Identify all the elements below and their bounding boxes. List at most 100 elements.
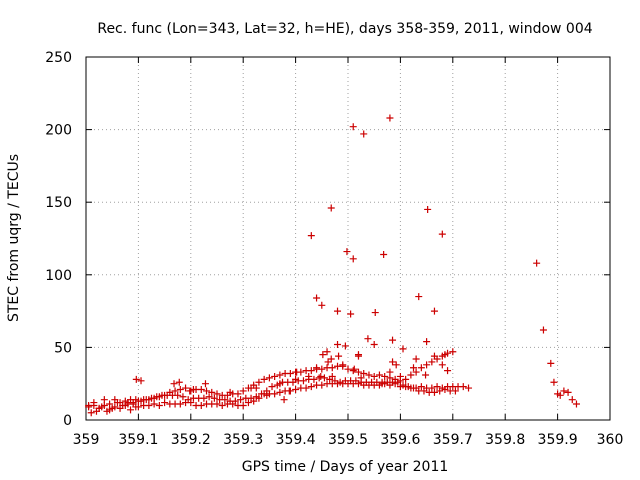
data-point bbox=[255, 378, 263, 386]
data-point bbox=[328, 364, 336, 372]
data-point bbox=[370, 340, 378, 348]
data-point bbox=[412, 368, 420, 376]
data-point bbox=[252, 384, 260, 392]
x-tick-label: 359.2 bbox=[171, 432, 211, 448]
data-point bbox=[231, 397, 239, 405]
data-point bbox=[412, 355, 420, 363]
data-point bbox=[423, 338, 431, 346]
data-point bbox=[276, 371, 284, 379]
data-point bbox=[357, 374, 365, 382]
data-point bbox=[399, 345, 407, 353]
data-point bbox=[386, 114, 394, 122]
data-point bbox=[399, 381, 407, 389]
data-point bbox=[307, 383, 315, 391]
data-point bbox=[90, 401, 98, 409]
data-point bbox=[161, 399, 169, 407]
data-point bbox=[100, 401, 108, 409]
data-point bbox=[184, 396, 192, 404]
data-point bbox=[407, 371, 415, 379]
data-point bbox=[129, 399, 137, 407]
data-point bbox=[417, 383, 425, 391]
y-axis-label: STEC from uqrg / TECUs bbox=[6, 154, 22, 322]
data-point bbox=[116, 399, 124, 407]
data-point bbox=[415, 293, 423, 301]
data-point bbox=[137, 377, 145, 385]
x-tick-label: 359.4 bbox=[276, 432, 316, 448]
data-point bbox=[410, 384, 417, 392]
data-point bbox=[438, 230, 446, 238]
y-tick-label: 0 bbox=[63, 413, 72, 429]
data-point bbox=[197, 386, 205, 394]
data-point bbox=[347, 310, 355, 318]
data-point bbox=[335, 352, 343, 360]
data-point bbox=[132, 375, 140, 383]
data-point bbox=[341, 342, 349, 350]
data-point bbox=[349, 367, 357, 375]
data-point bbox=[550, 378, 558, 386]
data-point bbox=[271, 372, 279, 380]
data-point bbox=[375, 371, 383, 379]
data-point bbox=[396, 372, 404, 380]
data-point bbox=[150, 394, 158, 402]
data-point bbox=[417, 364, 425, 372]
data-point bbox=[336, 378, 344, 386]
data-point bbox=[318, 365, 326, 373]
data-point bbox=[391, 375, 399, 383]
data-point bbox=[179, 393, 187, 401]
data-point bbox=[533, 259, 541, 267]
data-point bbox=[186, 387, 194, 395]
data-point bbox=[166, 388, 174, 396]
data-point bbox=[433, 383, 441, 391]
x-tick-label: 359.9 bbox=[538, 432, 578, 448]
data-point bbox=[293, 368, 301, 376]
data-point bbox=[310, 375, 318, 383]
data-point bbox=[85, 403, 93, 411]
data-point bbox=[197, 401, 205, 409]
data-point bbox=[313, 364, 321, 372]
data-point bbox=[285, 387, 293, 395]
data-point bbox=[465, 384, 473, 392]
data-point bbox=[428, 358, 436, 366]
data-point bbox=[381, 372, 389, 380]
data-point bbox=[299, 377, 307, 385]
data-point bbox=[360, 130, 368, 138]
data-point bbox=[155, 401, 163, 409]
data-point bbox=[268, 383, 276, 391]
data-point bbox=[349, 123, 357, 131]
data-point bbox=[213, 400, 221, 408]
data-point bbox=[317, 372, 325, 380]
data-point bbox=[430, 352, 438, 360]
data-point bbox=[354, 368, 362, 376]
data-point bbox=[360, 370, 368, 378]
data-point bbox=[302, 384, 310, 392]
data-point bbox=[564, 388, 572, 396]
data-point bbox=[258, 390, 266, 398]
data-point bbox=[182, 384, 190, 392]
data-point bbox=[313, 294, 321, 302]
data-point bbox=[226, 388, 234, 396]
data-point bbox=[371, 309, 379, 317]
data-point bbox=[438, 361, 446, 369]
data-point bbox=[210, 394, 218, 402]
data-point bbox=[239, 387, 247, 395]
data-point bbox=[276, 388, 284, 396]
data-point bbox=[276, 380, 284, 388]
data-point bbox=[444, 367, 452, 375]
data-point bbox=[334, 307, 342, 315]
data-point bbox=[380, 250, 388, 258]
data-point bbox=[354, 351, 362, 359]
data-point bbox=[234, 390, 242, 398]
data-point bbox=[263, 391, 271, 399]
data-point bbox=[449, 348, 457, 356]
data-point bbox=[424, 205, 432, 213]
data-point bbox=[205, 393, 213, 401]
x-tick-label: 359.7 bbox=[433, 432, 473, 448]
data-point bbox=[174, 391, 182, 399]
data-point bbox=[292, 386, 300, 394]
data-point bbox=[124, 400, 132, 408]
data-point bbox=[111, 403, 119, 411]
data-point bbox=[430, 388, 438, 396]
data-point bbox=[441, 386, 449, 394]
data-point bbox=[327, 355, 335, 363]
data-point bbox=[352, 377, 360, 385]
